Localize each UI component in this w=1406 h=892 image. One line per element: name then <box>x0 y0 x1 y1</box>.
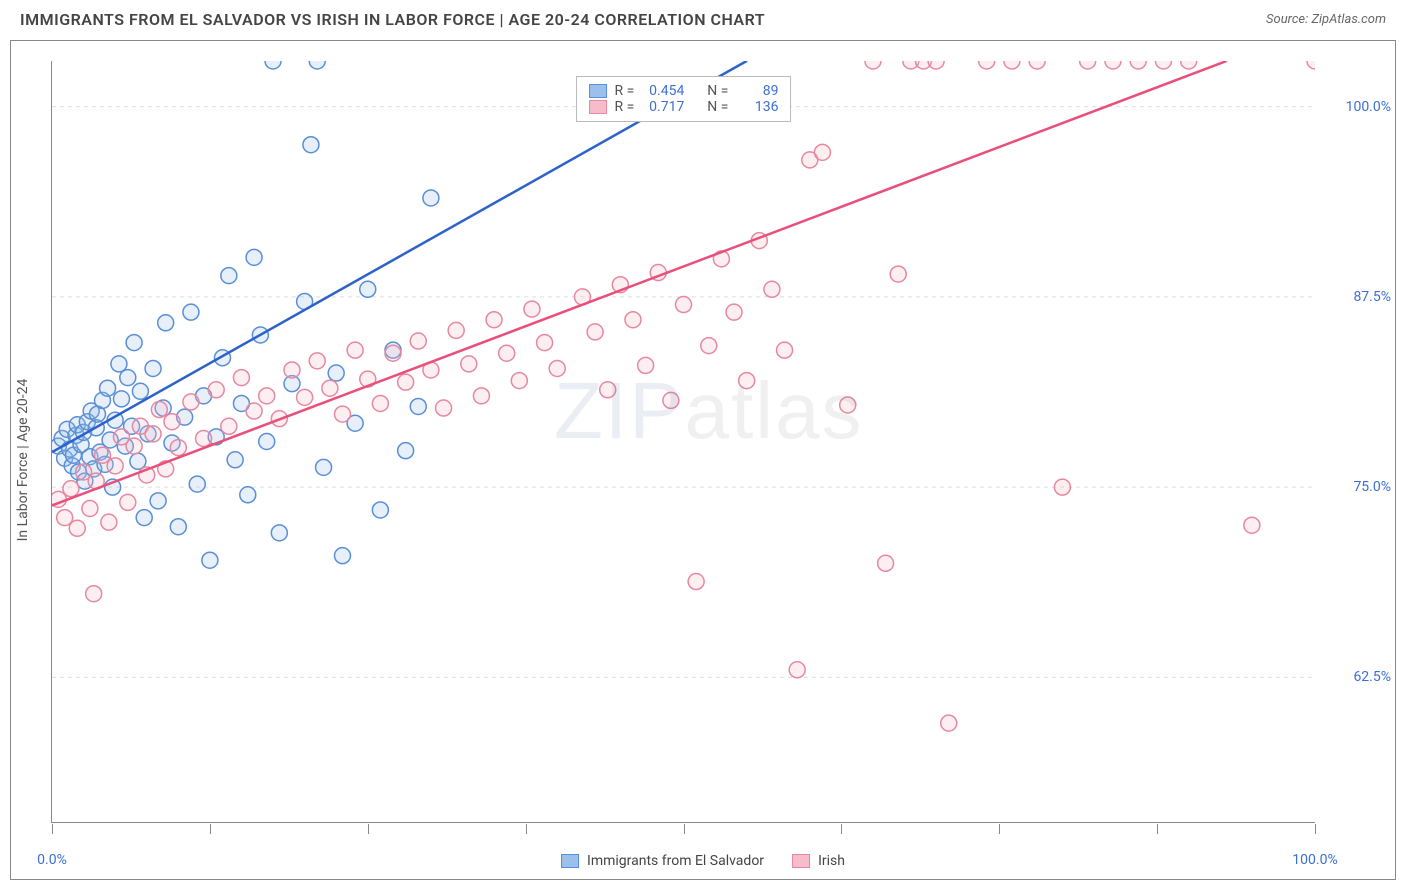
x-tick <box>1157 824 1158 834</box>
x-tick <box>999 824 1000 834</box>
n-value-el-salvador: 89 <box>736 83 778 99</box>
r-value-el-salvador: 0.454 <box>642 83 684 99</box>
stats-row-el-salvador: R = 0.454 N = 89 <box>589 83 779 99</box>
chart-source: Source: ZipAtlas.com <box>1266 12 1386 27</box>
n-label: N = <box>707 99 728 115</box>
x-tick <box>1315 824 1316 834</box>
x-tick <box>526 824 527 834</box>
swatch-irish <box>589 100 607 114</box>
x-tick <box>684 824 685 834</box>
y-tick-label: 87.5% <box>1321 289 1391 305</box>
n-label: N = <box>707 83 728 99</box>
chart-frame: In Labor Force | Age 20-24 ZIPatlas R = … <box>10 40 1396 880</box>
r-label: R = <box>615 99 635 115</box>
x-tick-label: 0.0% <box>37 852 67 868</box>
swatch-el-salvador <box>589 84 607 98</box>
x-tick <box>210 824 211 834</box>
source-label: Source: <box>1266 12 1308 27</box>
source-value: ZipAtlas.com <box>1311 12 1386 27</box>
r-value-irish: 0.717 <box>642 99 684 115</box>
swatch-el-salvador <box>561 854 579 868</box>
legend-label-el-salvador: Immigrants from El Salvador <box>587 853 764 869</box>
chart-header: IMMIGRANTS FROM EL SALVADOR VS IRISH IN … <box>0 0 1406 37</box>
swatch-irish <box>792 854 810 868</box>
legend-label-irish: Irish <box>818 853 845 869</box>
legend-item-el-salvador: Immigrants from El Salvador <box>561 853 764 869</box>
scatter-svg <box>52 61 1315 822</box>
x-tick-label: 100.0% <box>1292 852 1337 868</box>
x-tick <box>52 824 53 834</box>
plot-area: ZIPatlas R = 0.454 N = 89 R = 0.717 N = … <box>51 61 1315 823</box>
x-tick <box>368 824 369 834</box>
legend-item-irish: Irish <box>792 853 845 869</box>
stats-legend: R = 0.454 N = 89 R = 0.717 N = 136 <box>576 76 792 122</box>
y-tick-label: 100.0% <box>1321 99 1391 115</box>
y-tick-label: 62.5% <box>1321 669 1391 685</box>
chart-title: IMMIGRANTS FROM EL SALVADOR VS IRISH IN … <box>20 10 765 29</box>
r-label: R = <box>615 83 635 99</box>
stats-row-irish: R = 0.717 N = 136 <box>589 99 779 115</box>
series-legend: Immigrants from El Salvador Irish <box>561 853 845 869</box>
n-value-irish: 136 <box>736 99 778 115</box>
y-axis-label: In Labor Force | Age 20-24 <box>15 379 31 542</box>
y-tick-label: 75.0% <box>1321 479 1391 495</box>
x-tick <box>841 824 842 834</box>
